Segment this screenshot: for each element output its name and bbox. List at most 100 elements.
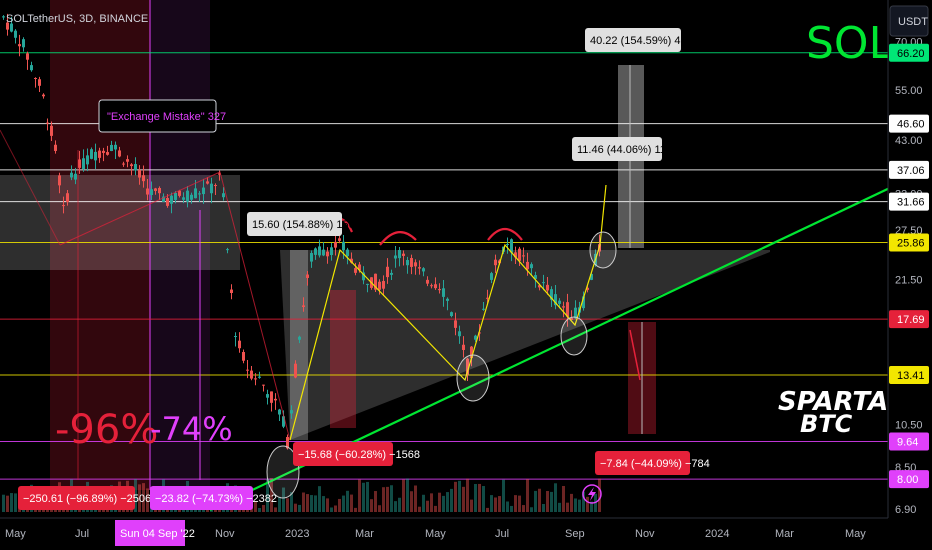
candle-body-46 bbox=[186, 190, 189, 202]
exchange-mistake-text: "Exchange Mistake" 327 bbox=[107, 111, 226, 123]
x-tick-3: Nov bbox=[215, 528, 235, 540]
volume-bar-112 bbox=[450, 488, 453, 512]
candle-body-77 bbox=[310, 253, 313, 262]
volume-bar-145 bbox=[582, 491, 585, 512]
lightning-icon[interactable] bbox=[582, 484, 602, 504]
level-tag-bg-8 bbox=[889, 470, 929, 489]
watermark-line-2: BTC bbox=[800, 410, 853, 438]
candle-body-52 bbox=[210, 183, 213, 194]
red-arrow bbox=[629, 329, 641, 381]
candle-body-146 bbox=[586, 287, 589, 290]
level-tag-bg-7 bbox=[889, 432, 929, 451]
price-axis[interactable] bbox=[888, 0, 932, 518]
level-tag-bg-4 bbox=[889, 233, 929, 252]
volume-bar-76 bbox=[306, 494, 309, 512]
candle-body-137 bbox=[550, 289, 553, 300]
candle-body-89 bbox=[358, 264, 361, 271]
candle-body-147 bbox=[590, 273, 593, 280]
volume-bar-85 bbox=[342, 495, 345, 512]
candle-body-1 bbox=[6, 22, 9, 30]
measure-box-6: −250.61 (−96.89%) −25061 bbox=[18, 486, 157, 510]
candle-body-42 bbox=[170, 195, 173, 204]
x-tick-9: Nov bbox=[635, 528, 655, 540]
volume-bar-99 bbox=[398, 497, 401, 512]
volume-bar-136 bbox=[546, 491, 549, 512]
candle-body-57 bbox=[230, 289, 233, 293]
candle-body-114 bbox=[458, 331, 461, 337]
volume-bar-144 bbox=[578, 499, 581, 512]
candle-body-132 bbox=[530, 264, 533, 269]
volume-bar-140 bbox=[562, 485, 565, 512]
candle-body-90 bbox=[362, 272, 365, 281]
candle-body-14 bbox=[58, 175, 61, 186]
volume-bar-84 bbox=[338, 498, 341, 512]
candle-body-109 bbox=[438, 289, 441, 291]
candle-body-96 bbox=[386, 266, 389, 278]
candle-body-17 bbox=[70, 172, 73, 178]
volume-bar-101 bbox=[406, 478, 409, 512]
candle-body-63 bbox=[254, 378, 257, 380]
projection-line bbox=[599, 184, 607, 246]
candle-body-87 bbox=[350, 258, 353, 263]
candle-body-76 bbox=[306, 274, 309, 278]
drawdown-zone-1 bbox=[50, 0, 150, 490]
candle-body-64 bbox=[258, 376, 261, 378]
volume-bar-111 bbox=[446, 492, 449, 512]
volume-bar-117 bbox=[470, 499, 473, 512]
volume-bar-115 bbox=[462, 486, 465, 512]
candle-body-55 bbox=[222, 193, 225, 198]
volume-bar-110 bbox=[442, 495, 445, 512]
date-marker-text: Sun 04 Sep '22 bbox=[120, 528, 195, 540]
candle-body-101 bbox=[406, 260, 409, 266]
volume-bar-91 bbox=[366, 481, 369, 512]
x-tick-12: May bbox=[845, 528, 866, 540]
candle-body-142 bbox=[570, 318, 573, 320]
candle-body-136 bbox=[546, 284, 549, 291]
volume-bar-90 bbox=[362, 482, 365, 512]
candle-body-19 bbox=[78, 159, 81, 168]
candle-body-81 bbox=[326, 251, 329, 257]
candle-body-54 bbox=[218, 173, 221, 175]
level-tag-0: 66.20 bbox=[897, 48, 925, 60]
volume-bar-121 bbox=[486, 507, 489, 512]
watermark-line-1: SPARTA bbox=[778, 387, 888, 417]
x-tick-11: Mar bbox=[775, 528, 794, 540]
currency-badge[interactable]: USDT bbox=[889, 5, 929, 37]
candle-body-97 bbox=[390, 272, 393, 275]
candle-body-88 bbox=[354, 268, 357, 273]
y-tick-7: 55.00 bbox=[895, 85, 923, 97]
candle-body-27 bbox=[110, 144, 113, 152]
candle-body-56 bbox=[226, 249, 229, 251]
measure-rect-b bbox=[330, 290, 356, 428]
volume-bar-134 bbox=[538, 488, 541, 512]
volume-bar-98 bbox=[394, 501, 397, 512]
level-tag-bg-6 bbox=[889, 365, 929, 384]
candle-body-65 bbox=[262, 384, 265, 386]
touch-circle-4 bbox=[589, 231, 617, 269]
candle-body-107 bbox=[430, 285, 433, 287]
candle-body-53 bbox=[214, 185, 217, 187]
candle-body-112 bbox=[450, 312, 453, 317]
candle-body-79 bbox=[318, 246, 321, 256]
candle-body-105 bbox=[422, 268, 425, 272]
volume-bar-122 bbox=[490, 495, 493, 512]
candle-body-120 bbox=[482, 308, 485, 310]
volume-bar-96 bbox=[386, 486, 389, 512]
volume-bar-2 bbox=[10, 493, 13, 512]
volume-bar-67 bbox=[270, 478, 273, 512]
candle-body-116 bbox=[466, 358, 469, 375]
volume-bar-113 bbox=[454, 481, 457, 512]
volume-bar-65 bbox=[262, 505, 265, 512]
candle-body-85 bbox=[342, 241, 345, 251]
candle-body-51 bbox=[206, 181, 209, 184]
volume-bar-89 bbox=[358, 479, 361, 512]
candle-body-41 bbox=[166, 197, 169, 206]
candle-body-39 bbox=[158, 187, 161, 194]
time-axis-ticks: MayJulSepNov2023MarMayJulSepNov2024MarMa… bbox=[5, 528, 866, 540]
svg-text:−7.84 (−44.09%) −784: −7.84 (−44.09%) −784 bbox=[600, 458, 710, 470]
candle-body-93 bbox=[374, 273, 377, 290]
candle-body-61 bbox=[246, 369, 249, 371]
candle-body-49 bbox=[198, 193, 201, 195]
candle-body-8 bbox=[34, 78, 37, 80]
